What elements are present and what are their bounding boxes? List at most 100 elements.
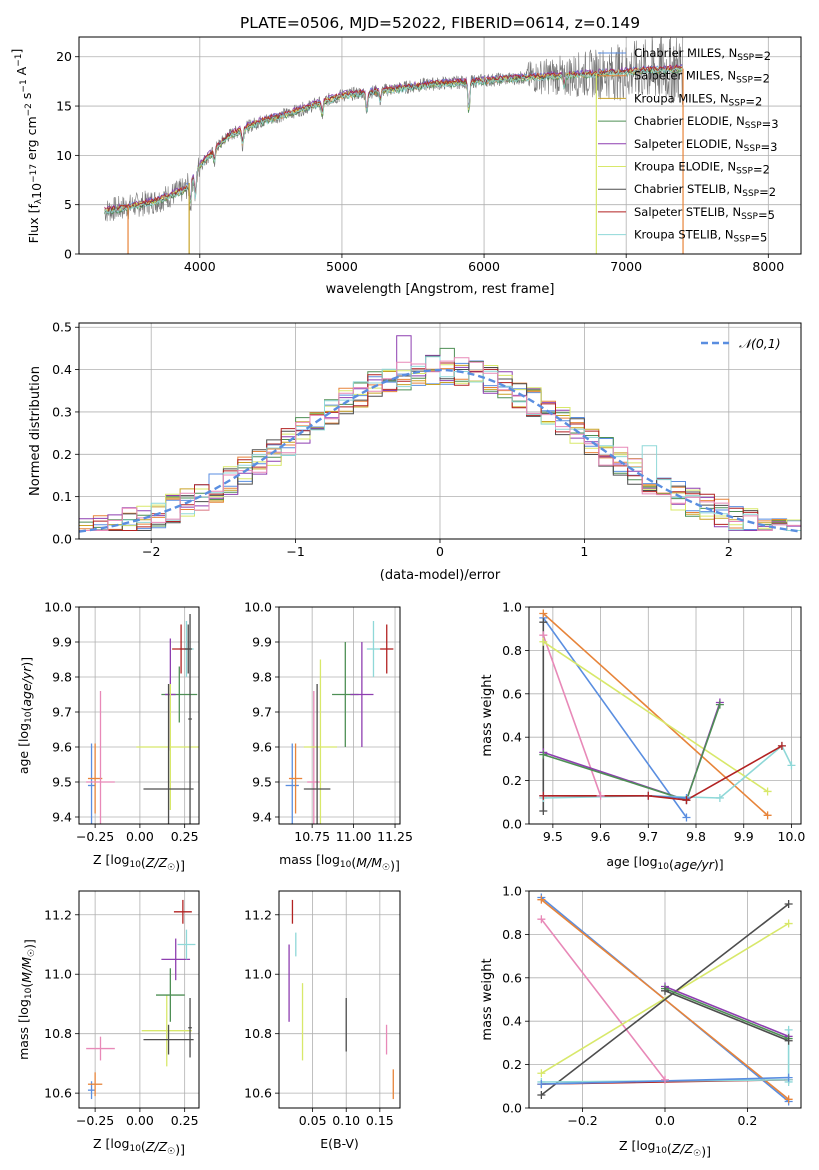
label-part: ☉	[693, 1149, 701, 1159]
x-tick-label: 2	[725, 544, 733, 559]
axes-frame	[78, 606, 200, 825]
y-tick-label: 9.7	[52, 705, 72, 720]
label-part: =3	[762, 117, 779, 131]
histogram-step-line	[79, 364, 801, 531]
weight-line	[540, 918, 666, 1081]
axes-frame	[278, 606, 401, 825]
x-tick-label: 9.7	[638, 829, 658, 844]
x-tick-label: 9.9	[734, 829, 754, 844]
weight-line	[542, 634, 602, 797]
weight-marker	[715, 700, 724, 709]
label-part: =5	[758, 208, 775, 222]
weight-marker	[537, 1080, 546, 1089]
label-part: SSP	[736, 76, 753, 86]
x-tick-label: 4000	[184, 259, 216, 274]
label-part: Z [log	[93, 1136, 129, 1151]
y-tick-label: 0.2	[52, 447, 72, 462]
weight-line	[664, 987, 789, 1040]
label-part: ]	[9, 49, 24, 54]
label-part: 10	[340, 860, 352, 870]
label-part: )]	[175, 1142, 185, 1157]
label-part: s	[19, 93, 34, 104]
label-part: )]	[390, 858, 400, 873]
label-part: Chabrier STELIB, N	[634, 182, 742, 196]
y-tick-label: 9.5	[252, 775, 272, 790]
label-part: (	[19, 983, 34, 988]
weight-line	[543, 702, 721, 802]
y-axis-label: mass weight	[480, 958, 495, 1040]
weight-marker	[539, 791, 548, 800]
plot-area	[542, 612, 793, 818]
y-tick-label: 9.8	[252, 670, 272, 685]
x-tick-label: −0.25	[76, 1113, 114, 1128]
label-part: Kroupa MILES, N	[634, 91, 729, 105]
weight-line	[542, 641, 769, 793]
y-tick-label: 9.6	[252, 740, 272, 755]
label-part: age [log	[16, 723, 31, 774]
weight-line	[664, 985, 789, 1038]
y-tick-label: 9.8	[52, 670, 72, 685]
y-tick-label: 0.4	[502, 1014, 522, 1029]
label-part: =3	[761, 140, 778, 154]
label-part: M/M	[19, 957, 34, 983]
axes-frame	[528, 890, 802, 1109]
y-tick-label: 0.6	[502, 970, 522, 985]
weight-line	[542, 617, 688, 818]
label-part: Salpeter MILES, N	[634, 69, 736, 83]
y-tick-label: 9.6	[52, 740, 72, 755]
y-tick-label: 11.2	[244, 907, 272, 922]
weight-marker	[596, 791, 605, 800]
y-tick-label: 15	[56, 99, 72, 114]
label-part: 10	[655, 1146, 667, 1156]
label-part: SSP	[737, 53, 754, 63]
y-tick-label: 0.4	[502, 730, 522, 745]
y-tick-label: 0.0	[502, 1101, 522, 1116]
x-tick-label: 9.5	[543, 829, 563, 844]
y-tick-label: 11.2	[44, 907, 72, 922]
y-tick-label: 0.0	[502, 817, 522, 832]
chart-weights_vs_Z: −0.2 0.0 0.2 0.0 0.2 0.4 0.6 0.8 1.0 Z [log10(Z/Z…	[480, 884, 802, 1159]
y-tick-label: 9.5	[52, 775, 72, 790]
x-tick-label: 6000	[468, 259, 500, 274]
x-tick-label: 0.0	[655, 1113, 675, 1128]
label-part: SSP	[729, 98, 746, 108]
legend-entry: Chabrier ELODIE, NSSP=3	[634, 114, 779, 131]
weight-line	[543, 745, 783, 801]
plot-area	[86, 614, 199, 824]
label-part: =5	[750, 231, 767, 245]
weight-marker	[763, 811, 772, 820]
axes-frame	[78, 36, 802, 255]
label-part: Kroupa STELIB, N	[634, 228, 734, 242]
x-axis-label: (data-model)/error	[380, 568, 501, 583]
legend-entry: Salpeter STELIB, NSSP=5	[634, 205, 775, 222]
weight-marker	[784, 900, 793, 909]
y-tick-label: 9.9	[252, 635, 272, 650]
label-part: Z/Z	[671, 1141, 694, 1156]
x-tick-label: 11.00	[336, 829, 372, 844]
plot-area	[285, 621, 394, 824]
label-part: Flux [f	[26, 204, 41, 244]
label-part: SSP	[736, 167, 753, 177]
y-tick-label: 9.4	[52, 810, 72, 825]
x-tick-label: 10.75	[294, 829, 330, 844]
x-tick-label: 0.00	[126, 829, 154, 844]
label-part: )]	[19, 657, 34, 667]
y-tick-label: 0.4	[52, 362, 72, 377]
y-tick-label: 11.0	[44, 967, 72, 982]
label-part: SSP	[745, 121, 762, 131]
y-tick-label: 10	[56, 148, 72, 163]
y-tick-label: 9.9	[52, 635, 72, 650]
y-tick-label: 10.6	[244, 1086, 272, 1101]
label-part: Z/Z	[145, 1139, 168, 1154]
weight-line	[664, 990, 789, 1042]
x-tick-label: −0.2	[567, 1113, 597, 1128]
x-axis-label: Z [log10(Z/Z☉)]	[619, 1138, 711, 1159]
label-part: SSP	[744, 144, 761, 154]
weight-line	[543, 704, 721, 802]
legend-entry: Kroupa STELIB, NSSP=5	[634, 228, 767, 245]
weight-marker	[539, 618, 548, 627]
y-tick-label: 0.5	[52, 320, 72, 335]
y-tick-label: 0.2	[502, 773, 522, 788]
label-part: −17	[29, 164, 39, 183]
